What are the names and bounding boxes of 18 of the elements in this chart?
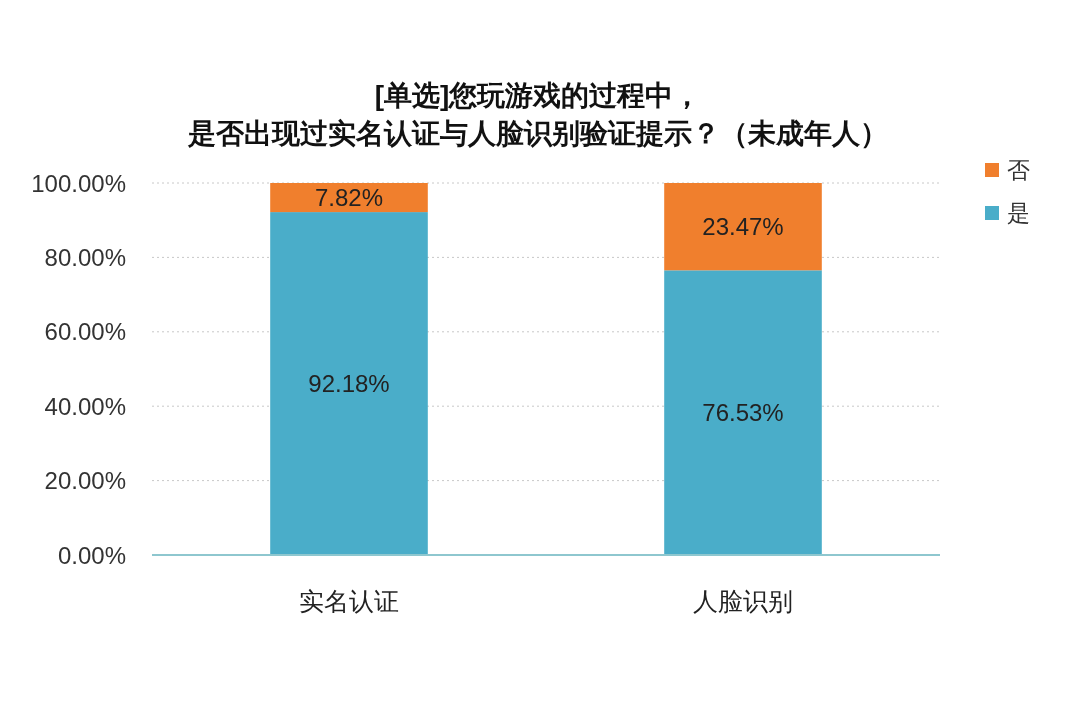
y-tick-label: 100.00%: [31, 169, 126, 197]
legend-label: 否: [1007, 157, 1030, 183]
y-tick-label: 40.00%: [44, 392, 126, 420]
y-tick-label: 20.00%: [44, 467, 126, 495]
data-label: 23.47%: [702, 213, 784, 241]
bar: [664, 270, 822, 555]
data-label: 7.82%: [314, 184, 384, 212]
x-tick-label: 人脸识别: [693, 587, 793, 615]
y-tick-label: 80.00%: [44, 243, 126, 271]
chart-title: [单选]您玩游戏的过程中，是否出现过实名认证与人脸识别验证提示？（未成年人）: [187, 80, 888, 149]
bar: [664, 183, 822, 271]
data-label: 76.53%: [702, 399, 784, 427]
legend-label: 是: [1007, 200, 1030, 226]
data-label: 92.18%: [308, 370, 390, 398]
y-tick-label: 0.00%: [57, 541, 126, 569]
x-tick-label: 实名认证: [299, 587, 399, 615]
bar: [270, 212, 428, 555]
y-tick-label: 60.00%: [44, 318, 126, 346]
